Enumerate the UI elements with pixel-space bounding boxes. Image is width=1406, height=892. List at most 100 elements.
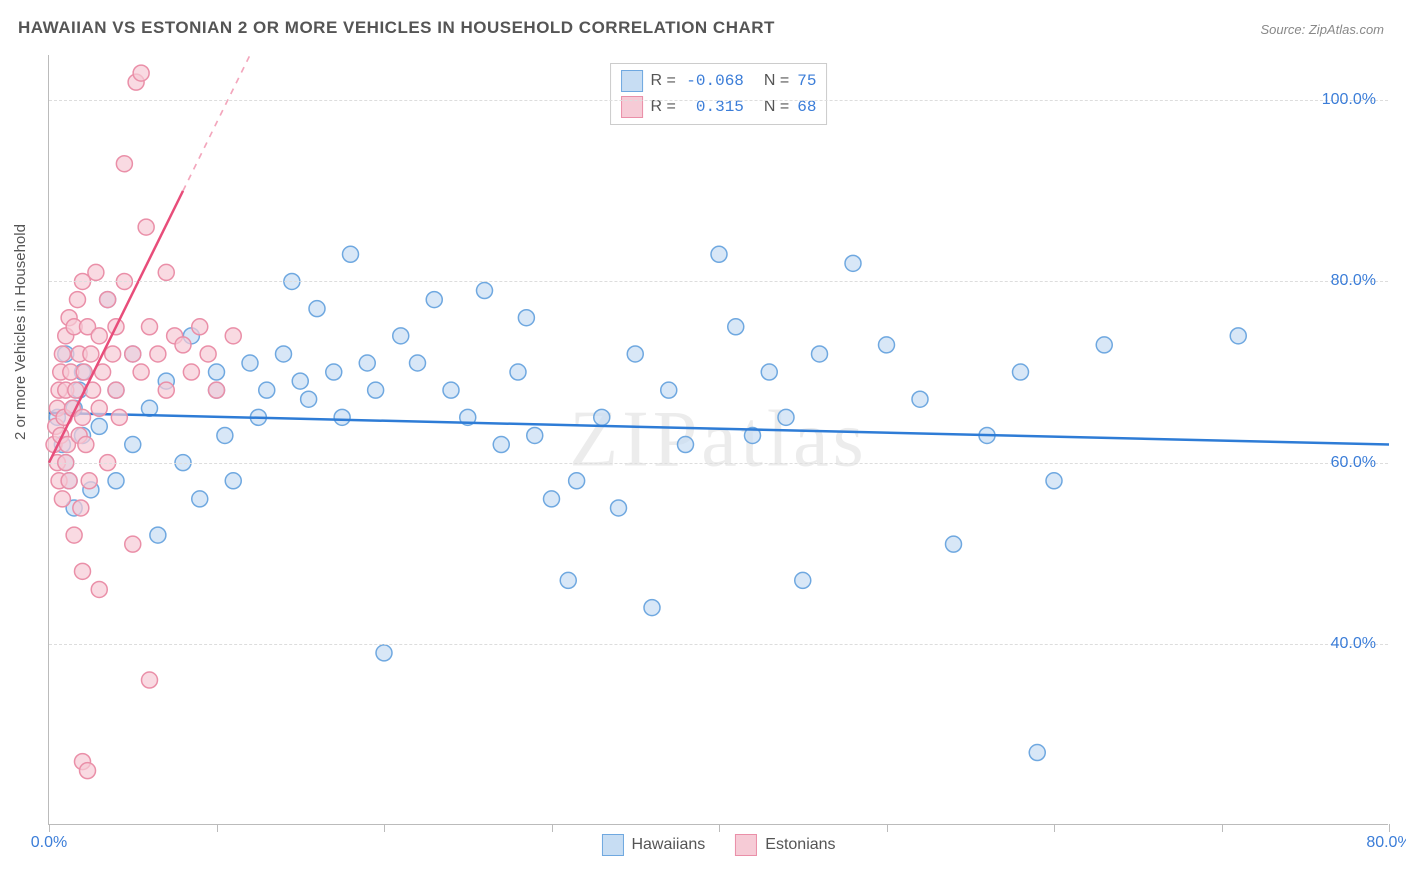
scatter-point [142, 319, 158, 335]
scatter-point [410, 355, 426, 371]
scatter-point [75, 409, 91, 425]
scatter-point [133, 364, 149, 380]
scatter-point [477, 283, 493, 299]
y-axis-label: 2 or more Vehicles in Household [12, 224, 29, 440]
scatter-point [326, 364, 342, 380]
series-legend: Hawaiians Estonians [601, 834, 835, 856]
x-tick [719, 824, 720, 832]
scatter-point [711, 246, 727, 262]
scatter-point [91, 400, 107, 416]
scatter-point [217, 427, 233, 443]
legend-n-label: N = [764, 72, 789, 90]
scatter-point [527, 427, 543, 443]
scatter-point [54, 346, 70, 362]
scatter-point [75, 563, 91, 579]
scatter-point [91, 418, 107, 434]
scatter-point [334, 409, 350, 425]
scatter-point [108, 473, 124, 489]
scatter-point [359, 355, 375, 371]
x-tick [49, 824, 50, 832]
scatter-point [1096, 337, 1112, 353]
chart-plot-area: ZIPatlas R =-0.068N =75R = 0.315N =68 Ha… [48, 55, 1388, 825]
scatter-point [426, 292, 442, 308]
scatter-point [292, 373, 308, 389]
scatter-point [105, 346, 121, 362]
scatter-point [510, 364, 526, 380]
scatter-point [761, 364, 777, 380]
x-tick [217, 824, 218, 832]
scatter-point [200, 346, 216, 362]
y-tick-label: 100.0% [1322, 91, 1376, 109]
x-tick [1389, 824, 1390, 832]
x-tick [1054, 824, 1055, 832]
gridline [49, 100, 1388, 101]
scatter-point [1046, 473, 1062, 489]
x-tick-label: 0.0% [31, 834, 67, 852]
scatter-point [560, 572, 576, 588]
scatter-point [91, 328, 107, 344]
scatter-point [678, 437, 694, 453]
scatter-point [946, 536, 962, 552]
legend-r-value: -0.068 [684, 72, 744, 90]
scatter-point [569, 473, 585, 489]
scatter-point [443, 382, 459, 398]
y-tick-label: 40.0% [1331, 635, 1376, 653]
scatter-point [192, 491, 208, 507]
legend-row: R = 0.315N =68 [621, 94, 817, 120]
scatter-point [150, 527, 166, 543]
scatter-point [912, 391, 928, 407]
scatter-point [192, 319, 208, 335]
scatter-point [301, 391, 317, 407]
scatter-point [158, 264, 174, 280]
scatter-point [309, 301, 325, 317]
scatter-point [1230, 328, 1246, 344]
scatter-point [61, 473, 77, 489]
scatter-point [393, 328, 409, 344]
scatter-point [100, 292, 116, 308]
legend-swatch [735, 834, 757, 856]
scatter-point [225, 328, 241, 344]
scatter-point [150, 346, 166, 362]
legend-r-label: R = [651, 72, 676, 90]
scatter-point [81, 473, 97, 489]
x-tick [384, 824, 385, 832]
scatter-point [627, 346, 643, 362]
scatter-point [376, 645, 392, 661]
scatter-point [73, 500, 89, 516]
gridline [49, 281, 1388, 282]
scatter-point [80, 763, 96, 779]
series-legend-label: Estonians [765, 836, 835, 854]
scatter-point [125, 536, 141, 552]
scatter-point [125, 437, 141, 453]
scatter-point [661, 382, 677, 398]
scatter-point [644, 600, 660, 616]
scatter-point [66, 527, 82, 543]
series-legend-item: Hawaiians [601, 834, 705, 856]
scatter-point [594, 409, 610, 425]
series-legend-label: Hawaiians [631, 836, 705, 854]
scatter-point [69, 292, 85, 308]
scatter-point [276, 346, 292, 362]
x-tick [552, 824, 553, 832]
scatter-point [111, 409, 127, 425]
chart-title: HAWAIIAN VS ESTONIAN 2 OR MORE VEHICLES … [18, 18, 775, 38]
scatter-point [225, 473, 241, 489]
scatter-point [879, 337, 895, 353]
y-tick-label: 60.0% [1331, 454, 1376, 472]
scatter-point [778, 409, 794, 425]
scatter-point [158, 382, 174, 398]
series-legend-item: Estonians [735, 834, 835, 856]
scatter-point [518, 310, 534, 326]
scatter-point [259, 382, 275, 398]
x-tick [887, 824, 888, 832]
scatter-point [142, 672, 158, 688]
scatter-point [812, 346, 828, 362]
legend-swatch [601, 834, 623, 856]
x-tick-label: 80.0% [1366, 834, 1406, 852]
scatter-point [343, 246, 359, 262]
scatter-point [54, 491, 70, 507]
scatter-point [845, 255, 861, 271]
scatter-point [133, 65, 149, 81]
scatter-point [88, 264, 104, 280]
scatter-point [125, 346, 141, 362]
